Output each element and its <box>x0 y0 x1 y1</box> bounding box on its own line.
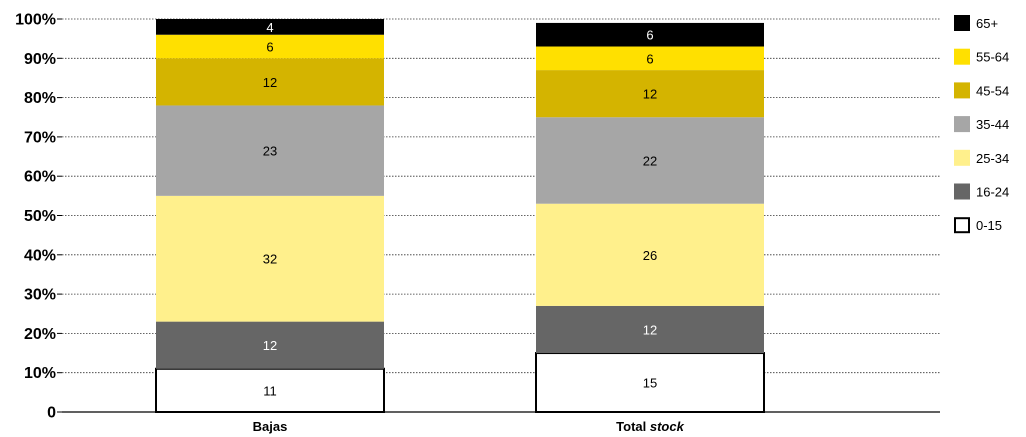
bar-segment <box>156 195 384 322</box>
bar-segment <box>156 105 384 196</box>
y-tick-label: 40% <box>24 247 56 264</box>
legend-label: 16-24 <box>976 185 1009 200</box>
bar-stack: 15 12 26 22 12 6 6 <box>535 22 765 413</box>
legend-item: 25-34 <box>954 149 1009 166</box>
legend-swatch <box>954 149 970 166</box>
data-label: 23 <box>263 144 277 159</box>
legend-swatch <box>954 82 970 99</box>
legend-item: 16-24 <box>954 183 1009 200</box>
bar-segment <box>536 70 764 118</box>
x-tick-label: Total stock <box>616 419 684 434</box>
legend-label: 55-64 <box>976 50 1009 65</box>
y-tick-label: 80% <box>24 90 56 107</box>
data-label: 4 <box>266 20 273 35</box>
data-label: 12 <box>263 338 277 353</box>
y-tick-label: 30% <box>24 287 56 304</box>
legend-label: 45-54 <box>976 83 1009 98</box>
x-tick-label: Bajas <box>253 419 288 434</box>
bar-segment <box>536 203 764 306</box>
bar-segment <box>155 367 385 413</box>
bar-segment <box>536 46 764 71</box>
y-axis: 0 10% 20% 30% 40% 50% 60% 70% 80% 90% 100% <box>15 12 940 422</box>
legend-swatch <box>954 183 970 200</box>
bar-segment <box>536 117 764 204</box>
legend-item: 65+ <box>954 15 998 31</box>
data-label: 12 <box>263 75 277 90</box>
legend-label: 35-44 <box>976 117 1009 132</box>
legend-item: 55-64 <box>954 48 1009 65</box>
legend: 65+ 55-64 45-54 35-44 25-34 16-24 0-15 <box>954 15 1009 234</box>
bar-segment <box>156 58 384 106</box>
x-tick-label-italic: stock <box>650 419 685 434</box>
y-tick-label: 10% <box>24 365 56 382</box>
data-label: 6 <box>646 51 653 66</box>
y-tick-label: 50% <box>24 208 56 225</box>
legend-item: 0-15 <box>954 217 1002 234</box>
data-label: 32 <box>263 252 277 267</box>
x-axis: Bajas Total stock <box>253 419 685 434</box>
x-tick-label-text: Bajas <box>253 419 288 434</box>
data-label: 6 <box>266 40 273 55</box>
legend-label: 0-15 <box>976 218 1002 233</box>
y-tick-label: 0 <box>47 405 56 422</box>
y-tick-label: 100% <box>15 12 56 29</box>
bar-segment <box>536 305 764 354</box>
data-label: 15 <box>643 376 657 391</box>
y-tick-label: 20% <box>24 326 56 343</box>
data-label: 12 <box>643 322 657 337</box>
legend-label: 25-34 <box>976 151 1009 166</box>
y-tick-label: 60% <box>24 169 56 186</box>
bar-segment <box>156 34 384 59</box>
data-label: 12 <box>643 87 657 102</box>
bar-segment <box>536 22 764 47</box>
grid-lines <box>62 18 940 374</box>
bar-segment <box>156 321 384 369</box>
legend-swatch <box>954 15 970 31</box>
bars: 11 12 32 23 12 6 4 15 12 26 22 12 6 6 <box>155 19 765 413</box>
y-tick-label: 90% <box>24 51 56 68</box>
legend-swatch <box>954 217 970 234</box>
data-label: 22 <box>643 153 657 168</box>
bar-segment <box>156 19 384 35</box>
legend-item: 45-54 <box>954 82 1009 99</box>
legend-item: 35-44 <box>954 116 1009 133</box>
y-tick-label: 70% <box>24 129 56 146</box>
legend-label: 65+ <box>976 16 998 31</box>
data-label: 6 <box>646 28 653 43</box>
legend-swatch <box>954 116 970 133</box>
bar-stack: 11 12 32 23 12 6 4 <box>155 19 385 413</box>
legend-swatch <box>954 48 970 65</box>
data-label: 26 <box>643 248 657 263</box>
x-tick-label-text: Total <box>616 419 650 434</box>
data-label: 11 <box>263 383 277 398</box>
